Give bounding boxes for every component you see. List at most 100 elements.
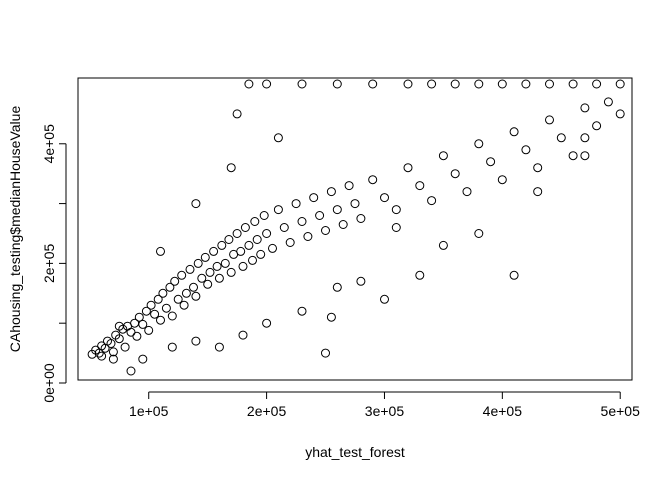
y-axis-title: CAhousing_testing$medianHouseValue: [7, 106, 23, 353]
data-point: [603, 97, 613, 107]
data-point: [580, 103, 590, 113]
data-point: [497, 79, 507, 89]
data-point: [97, 351, 107, 361]
data-point: [509, 127, 519, 137]
data-point: [108, 354, 118, 364]
data-point: [273, 133, 283, 143]
y-tick-label: 4e+05: [41, 124, 57, 164]
data-point: [533, 187, 543, 197]
data-point: [252, 235, 262, 244]
data-point: [427, 79, 437, 89]
data-point: [209, 246, 219, 256]
data-point: [248, 255, 257, 265]
data-point: [256, 249, 266, 259]
data-point: [332, 205, 342, 215]
data-point: [326, 312, 336, 322]
data-point: [153, 294, 163, 304]
data-point: [214, 342, 224, 352]
data-point: [368, 175, 378, 185]
data-point: [545, 115, 554, 125]
data-point: [356, 214, 366, 223]
data-point: [321, 226, 330, 235]
data-point: [185, 264, 195, 274]
data-point: [427, 196, 437, 206]
data-point: [217, 240, 227, 250]
data-point: [297, 306, 307, 316]
data-point: [415, 270, 425, 280]
data-point: [297, 217, 307, 226]
data-point: [450, 79, 460, 89]
data-point: [380, 294, 389, 304]
data-point: [238, 261, 248, 271]
data-point: [156, 246, 165, 256]
data-point: [244, 240, 254, 250]
data-point: [106, 339, 116, 348]
data-point: [158, 288, 168, 298]
x-axis-title: yhat_test_forest: [305, 444, 405, 460]
data-point: [203, 279, 213, 289]
data-point: [205, 267, 215, 277]
data-point: [592, 79, 602, 89]
data-point: [226, 267, 236, 277]
data-point: [220, 258, 230, 268]
data-point: [120, 342, 130, 352]
data-point: [338, 220, 348, 229]
x-tick-label: 2e+05: [247, 403, 287, 419]
data-point: [297, 79, 307, 89]
data-point: [126, 327, 136, 337]
data-point: [403, 163, 413, 173]
data-point: [134, 312, 144, 322]
data-point: [380, 193, 389, 203]
data-point: [197, 273, 207, 283]
data-point: [462, 187, 472, 197]
data-point: [226, 163, 236, 173]
data-point: [238, 330, 248, 340]
data-point: [615, 109, 625, 119]
x-axis: 1e+05 2e+05 3e+05 4e+05 5e+05: [129, 391, 641, 419]
data-point: [262, 318, 272, 328]
data-point: [259, 211, 269, 220]
data-point: [309, 193, 319, 203]
data-point: [521, 145, 531, 155]
y-tick-label: 0e+00: [41, 363, 57, 403]
data-point: [268, 243, 277, 253]
data-point: [438, 240, 448, 250]
data-point: [568, 151, 578, 161]
data-point: [191, 291, 201, 301]
data-point: [509, 270, 519, 280]
data-point: [303, 232, 313, 241]
x-tick-label: 1e+05: [129, 403, 169, 419]
data-point: [262, 79, 272, 89]
data-point: [132, 331, 142, 341]
x-tick-label: 4e+05: [483, 403, 523, 419]
data-point: [450, 169, 460, 179]
data-point: [438, 151, 448, 161]
data-point: [236, 246, 246, 256]
data-point: [126, 366, 136, 376]
y-axis: 0e+00 2e+05 4e+05: [41, 124, 67, 403]
data-point: [391, 223, 401, 232]
data-point: [356, 276, 366, 286]
data-point: [521, 79, 531, 89]
data-point: [141, 306, 151, 316]
data-point: [191, 199, 201, 209]
data-point: [580, 133, 590, 143]
data-point: [403, 79, 413, 89]
data-point: [332, 282, 342, 292]
x-tick-label: 3e+05: [365, 403, 405, 419]
data-point: [212, 261, 222, 271]
data-point: [350, 199, 360, 209]
data-point: [177, 270, 187, 280]
data-point: [497, 175, 507, 185]
data-point: [262, 229, 272, 238]
data-point: [150, 309, 160, 319]
data-point: [181, 288, 191, 298]
data-point: [580, 151, 590, 161]
data-point: [474, 79, 484, 89]
x-tick-label: 5e+05: [601, 403, 641, 419]
data-point: [415, 181, 425, 191]
data-point: [279, 223, 289, 232]
data-point: [556, 133, 566, 143]
data-point: [214, 273, 224, 283]
